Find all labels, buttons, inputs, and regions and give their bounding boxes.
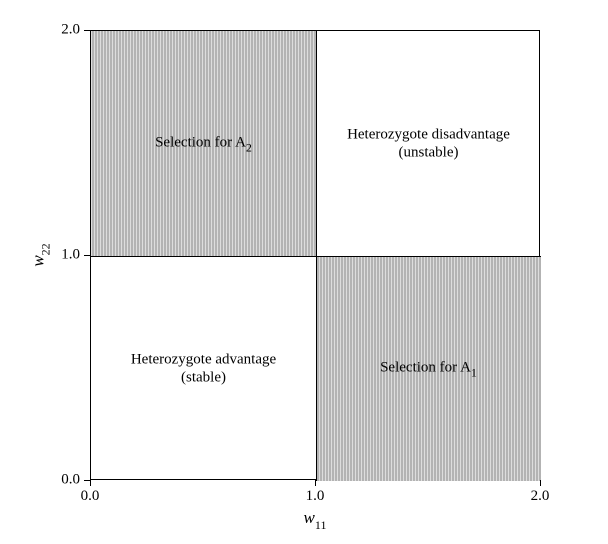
label-heterozygote-disadvantage: Heterozygote disadvantage(unstable)	[347, 125, 510, 163]
y-tick-label: 1.0	[61, 247, 80, 264]
y-tick	[84, 30, 90, 31]
y-axis-label-prefix: w	[28, 255, 47, 266]
figure-container: Selection for A2 Heterozygote disadvantag…	[0, 0, 608, 544]
x-tick-label: 2.0	[531, 488, 550, 505]
label-selection-for-a2: Selection for A2	[155, 133, 252, 154]
label-line2: (unstable)	[347, 144, 510, 163]
label-line1: Selection for A1	[380, 358, 477, 379]
y-axis-label: w22	[28, 243, 51, 266]
y-axis-label-sub: 22	[39, 243, 53, 255]
label-line1: Heterozygote disadvantage	[347, 125, 510, 144]
x-axis-label: w11	[304, 508, 327, 531]
divider-horizontal	[91, 256, 541, 257]
y-tick	[84, 255, 90, 256]
x-tick-label: 0.0	[81, 488, 100, 505]
x-tick-label: 1.0	[306, 488, 325, 505]
x-axis-label-sub: 11	[315, 518, 327, 532]
x-axis-label-prefix: w	[304, 508, 315, 527]
x-tick	[540, 480, 541, 486]
label-heterozygote-advantage: Heterozygote advantage(stable)	[131, 350, 276, 388]
y-tick-label: 2.0	[61, 22, 80, 39]
y-tick	[84, 480, 90, 481]
plot-area: Selection for A2 Heterozygote disadvantag…	[90, 30, 540, 480]
x-tick	[90, 480, 91, 486]
label-selection-for-a1: Selection for A1	[380, 358, 477, 379]
y-tick-label: 0.0	[61, 472, 80, 489]
label-line1: Heterozygote advantage	[131, 350, 276, 369]
x-tick	[315, 480, 316, 486]
label-line2: (stable)	[131, 369, 276, 388]
label-line1: Selection for A2	[155, 133, 252, 154]
